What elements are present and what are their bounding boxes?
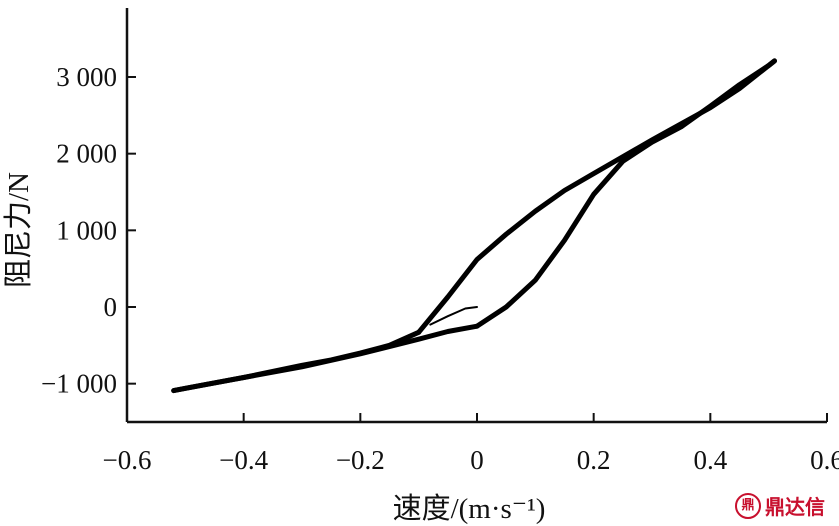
x-tick-label: 0.6 [810,445,839,475]
y-tick-label: 2 000 [56,139,117,169]
series-line-2 [416,58,777,335]
series-group [171,58,777,394]
watermark-logo: 鼎 鼎达信 [735,491,825,520]
y-tick-label: 3 000 [56,62,117,92]
x-tick-label: 0.4 [693,445,727,475]
axes: −0.6 −0.4 −0.2 0 0.2 0.4 0.6 −1 000 0 1 000 2 000 3… [41,8,839,475]
series-line-1 [474,58,777,329]
y-tick-label: 1 000 [56,215,117,245]
y-tick-label: −1 000 [41,369,117,399]
series-line-4 [171,323,480,394]
x-tick-label: −0.2 [336,445,385,475]
y-tick-label: 0 [104,292,118,322]
x-tick-label: 0.2 [577,445,611,475]
x-tick-label: −0.6 [103,445,152,475]
x-axis-label: 速度/(m·s⁻¹) [393,492,546,525]
watermark-seal-icon: 鼎 [735,492,761,519]
y-axis-label: 阻尼力/N [2,172,35,288]
series-line-5 [429,306,478,326]
watermark-text: 鼎达信 [765,495,825,519]
x-tick-label: 0 [470,445,484,475]
x-tick-label: −0.4 [219,445,268,475]
